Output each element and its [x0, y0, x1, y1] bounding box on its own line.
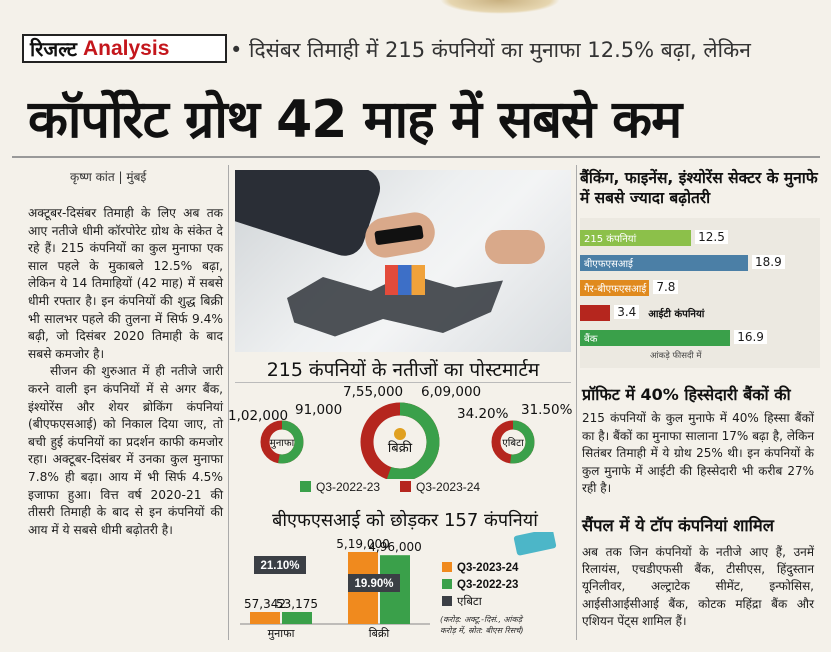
article-paragraph-1: अक्टूबर-दिसंबर तिमाही के लिए अब तक आए नत… — [28, 206, 223, 361]
sector-bar — [580, 255, 748, 271]
headline: कॉर्पोरेट ग्रोथ 42 माह में सबसे कम — [28, 90, 682, 150]
sector-bar-row: बैंक 16.9 — [580, 330, 820, 346]
coin-icon — [394, 428, 406, 440]
sample-text: अब तक जिन कंपनियों के नतीजे आए हैं, उनमे… — [582, 545, 814, 628]
ebitda-value-b: 31.50% — [521, 402, 573, 418]
kicker-line: • दिसंबर तिमाही में 215 कंपनियों का मुना… — [230, 38, 751, 62]
donut-hole — [501, 430, 525, 454]
legend-label: Q3-2023-24 — [457, 562, 519, 574]
category-label: बिक्री — [369, 627, 390, 640]
logo-hindi: रिजल्ट — [30, 37, 77, 61]
sales-value-a: 7,55,000 — [343, 384, 404, 400]
sector-bar-row: बीएफएसआई 18.9 — [580, 255, 820, 271]
legend-item-a: Q3-2022-23 — [300, 480, 380, 494]
sector-bar — [580, 280, 650, 296]
bar-value-label: 57,342 — [244, 597, 286, 611]
byline: कृष्ण कांत | मुंबई — [70, 170, 147, 184]
column-divider-left — [228, 165, 229, 640]
donut-svg: मुनाफा बिक्री एबिटा — [260, 402, 535, 482]
sector-bar-label: गैर-बीएफएसआई — [584, 284, 647, 295]
donut-label: मुनाफा — [270, 438, 295, 449]
bar-value-label: 53,175 — [276, 597, 318, 611]
donut-label: एबिटा — [502, 437, 524, 449]
sector-bar-row: गैर-बीएफएसआई 7.8 — [580, 280, 820, 296]
sector-bar-value: 12.5 — [695, 230, 728, 244]
sector-bar-row: 215 कंपनियां 12.5 — [580, 230, 820, 246]
donut-segment-a — [360, 402, 440, 482]
sector-bar-label: बैंक — [584, 334, 598, 345]
legend-swatch — [442, 596, 452, 606]
sector-source: आंकड़े फीसदी में — [650, 351, 702, 361]
sector-bar-value: 7.8 — [653, 280, 679, 294]
bar-chart: 57,342 53,175 मुनाफा 5,19,000 4,96,000 बिक्री… — [230, 528, 575, 642]
sector-bar-label: आईटी कंपनियां — [648, 309, 705, 320]
business-photo — [235, 170, 571, 352]
ebitda-badge-value: 21.10% — [260, 560, 299, 572]
donut-hole — [270, 430, 294, 454]
donut-label: बिक्री — [388, 440, 413, 456]
ebitda-badge — [348, 574, 400, 592]
bar — [282, 612, 312, 624]
ebitda-value-a: 34.20% — [457, 406, 509, 422]
legend-label: Q3-2022-23 — [457, 579, 518, 591]
chart-title: बीएफएसआई को छोड़कर 157 कंपनियां — [272, 510, 538, 531]
category-label: मुनाफा — [268, 627, 295, 640]
profit-share-text: 215 कंपनियों के कुल मुनाफे में 40% हिस्स… — [582, 411, 814, 495]
donut-hole — [374, 416, 426, 468]
profit-value-b: 91,000 — [295, 402, 343, 418]
column-divider-right — [576, 165, 577, 640]
ebitda-badge — [254, 556, 306, 574]
sales-value-b: 6,09,000 — [421, 384, 482, 400]
donut-legend: Q3-2022-23 Q3-2023-24 — [300, 480, 480, 494]
sector-bar-value: 16.9 — [734, 330, 767, 344]
sector-bar-label: बीएफएसआई — [584, 259, 633, 270]
sector-heading: बैंकिंग, फाइनेंस, इंश्योरेंस सेक्टर के म… — [580, 169, 818, 207]
headline-rule — [12, 156, 820, 158]
sector-bar-value: 18.9 — [752, 255, 785, 269]
sector-bar-row: आईटी कंपनियां 3.4 — [580, 305, 820, 321]
legend-label: एबिटा — [457, 594, 483, 608]
profit-value-a: 1,02,000 — [228, 408, 289, 424]
top-ornament — [440, 0, 560, 14]
donut-segment-a — [491, 420, 535, 464]
sample-heading: सैंपल में ये टॉप कंपनियां शामिल — [582, 516, 774, 535]
article-body: अक्टूबर-दिसंबर तिमाही के लिए अब तक आए नत… — [28, 205, 223, 539]
legend-item-b: Q3-2023-24 — [400, 480, 480, 494]
sector-bar-value: 3.4 — [614, 305, 640, 319]
profit-share-heading: प्रॉफिट में 40% हिस्सेदारी बैंकों की — [582, 385, 791, 404]
sector-bar — [580, 305, 611, 321]
page-header: रिजल्ट Analysis • दिसंबर तिमाही में 215 … — [12, 34, 820, 66]
legend-swatch — [442, 562, 452, 572]
sector-bar-label: 215 कंपनियां — [584, 234, 637, 245]
logo-english: Analysis — [83, 36, 170, 60]
sector-bar — [580, 330, 731, 346]
postmortem-rule — [235, 382, 571, 383]
sector-bar-chart: 215 कंपनियां 12.5 बीएफएसआई 18.9 गैर-बीएफएसआई… — [580, 218, 820, 368]
result-analysis-logo: रिजल्ट Analysis — [22, 34, 227, 63]
sector-bar — [580, 230, 692, 246]
donut-segment-a — [260, 420, 304, 464]
postmortem-title: 215 कंपनियों के नतीजों का पोस्टमार्टम — [266, 359, 540, 381]
chart-source: (करोड़: अक्टू.-दिसं., आंकड़े करोड़ में, स… — [440, 614, 524, 635]
legend-swatch — [442, 579, 452, 589]
donut-charts: मुनाफा बिक्री एबिटा 1,02,000 91,000 7,55,0… — [225, 384, 577, 504]
bar-value-label: 5,19,000 — [336, 537, 389, 551]
article-paragraph-2: सीजन की शुरुआत में ही नतीजे जारी करने वा… — [28, 364, 223, 537]
money-icon — [513, 528, 557, 556]
bar — [250, 612, 280, 624]
bar-value-label: 4,96,000 — [368, 540, 421, 554]
ebitda-badge-value: 19.90% — [354, 578, 393, 590]
